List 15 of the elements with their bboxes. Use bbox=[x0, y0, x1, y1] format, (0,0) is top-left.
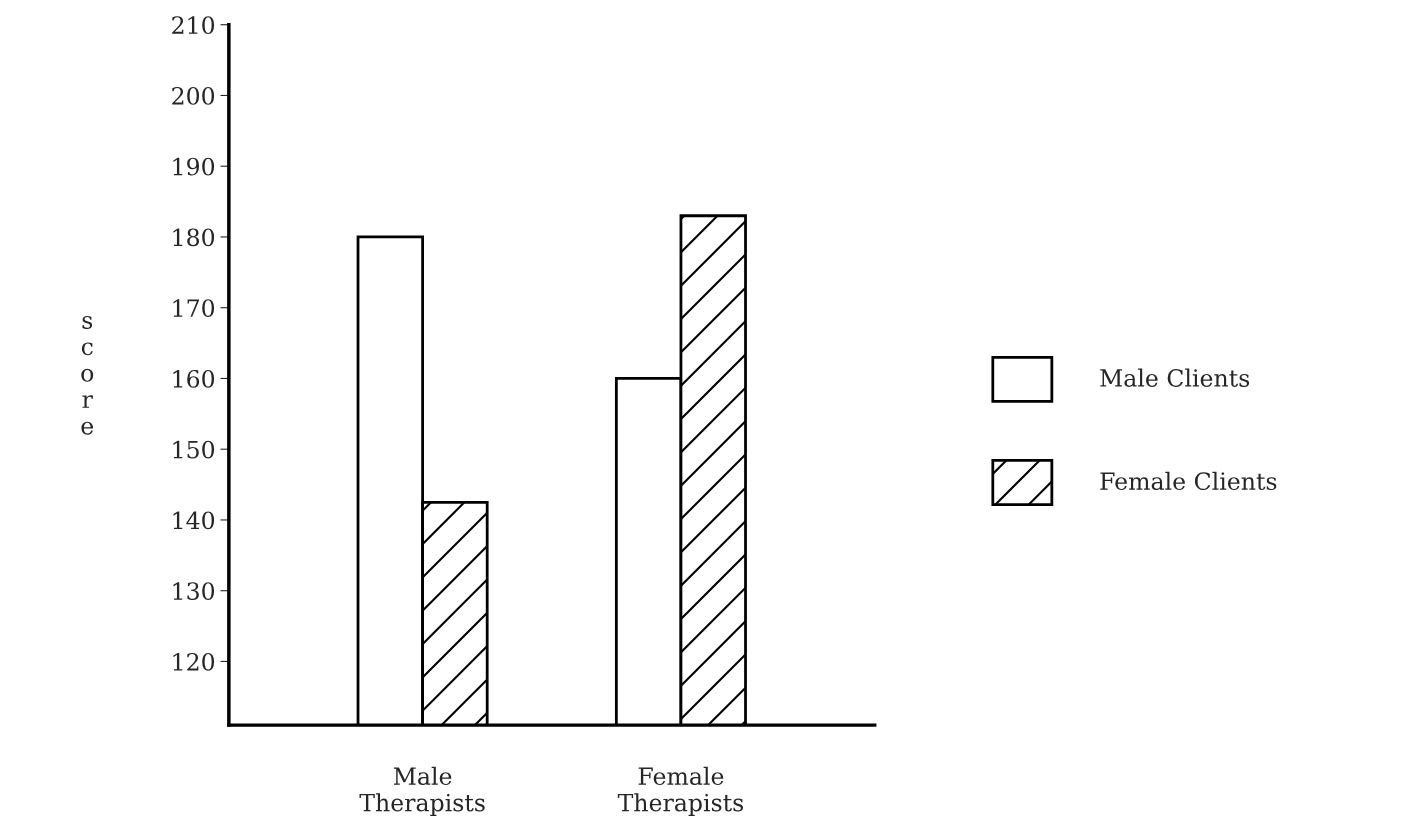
x-tick-label: Female Therapists bbox=[617, 766, 744, 817]
y-tick-label: 150 bbox=[173, 440, 215, 459]
y-tick-label: 190 bbox=[173, 157, 215, 176]
y-tick-label: 210 bbox=[172, 16, 215, 35]
y-axis-title: score bbox=[81, 315, 94, 435]
legend-label: Female Clients bbox=[1100, 471, 1277, 491]
y-tick-label: 140 bbox=[173, 511, 215, 530]
y-tick-label: 130 bbox=[173, 582, 215, 601]
x-tick-label: Male Therapists bbox=[359, 766, 485, 817]
y-tick-label: 180 bbox=[173, 228, 215, 247]
y-tick-label: 200 bbox=[172, 86, 215, 105]
legend-label: Male Clients bbox=[1100, 368, 1250, 387]
y-tick-label: 120 bbox=[173, 652, 215, 671]
y-tick-label: 160 bbox=[173, 369, 215, 388]
y-tick-label: 170 bbox=[173, 299, 215, 318]
